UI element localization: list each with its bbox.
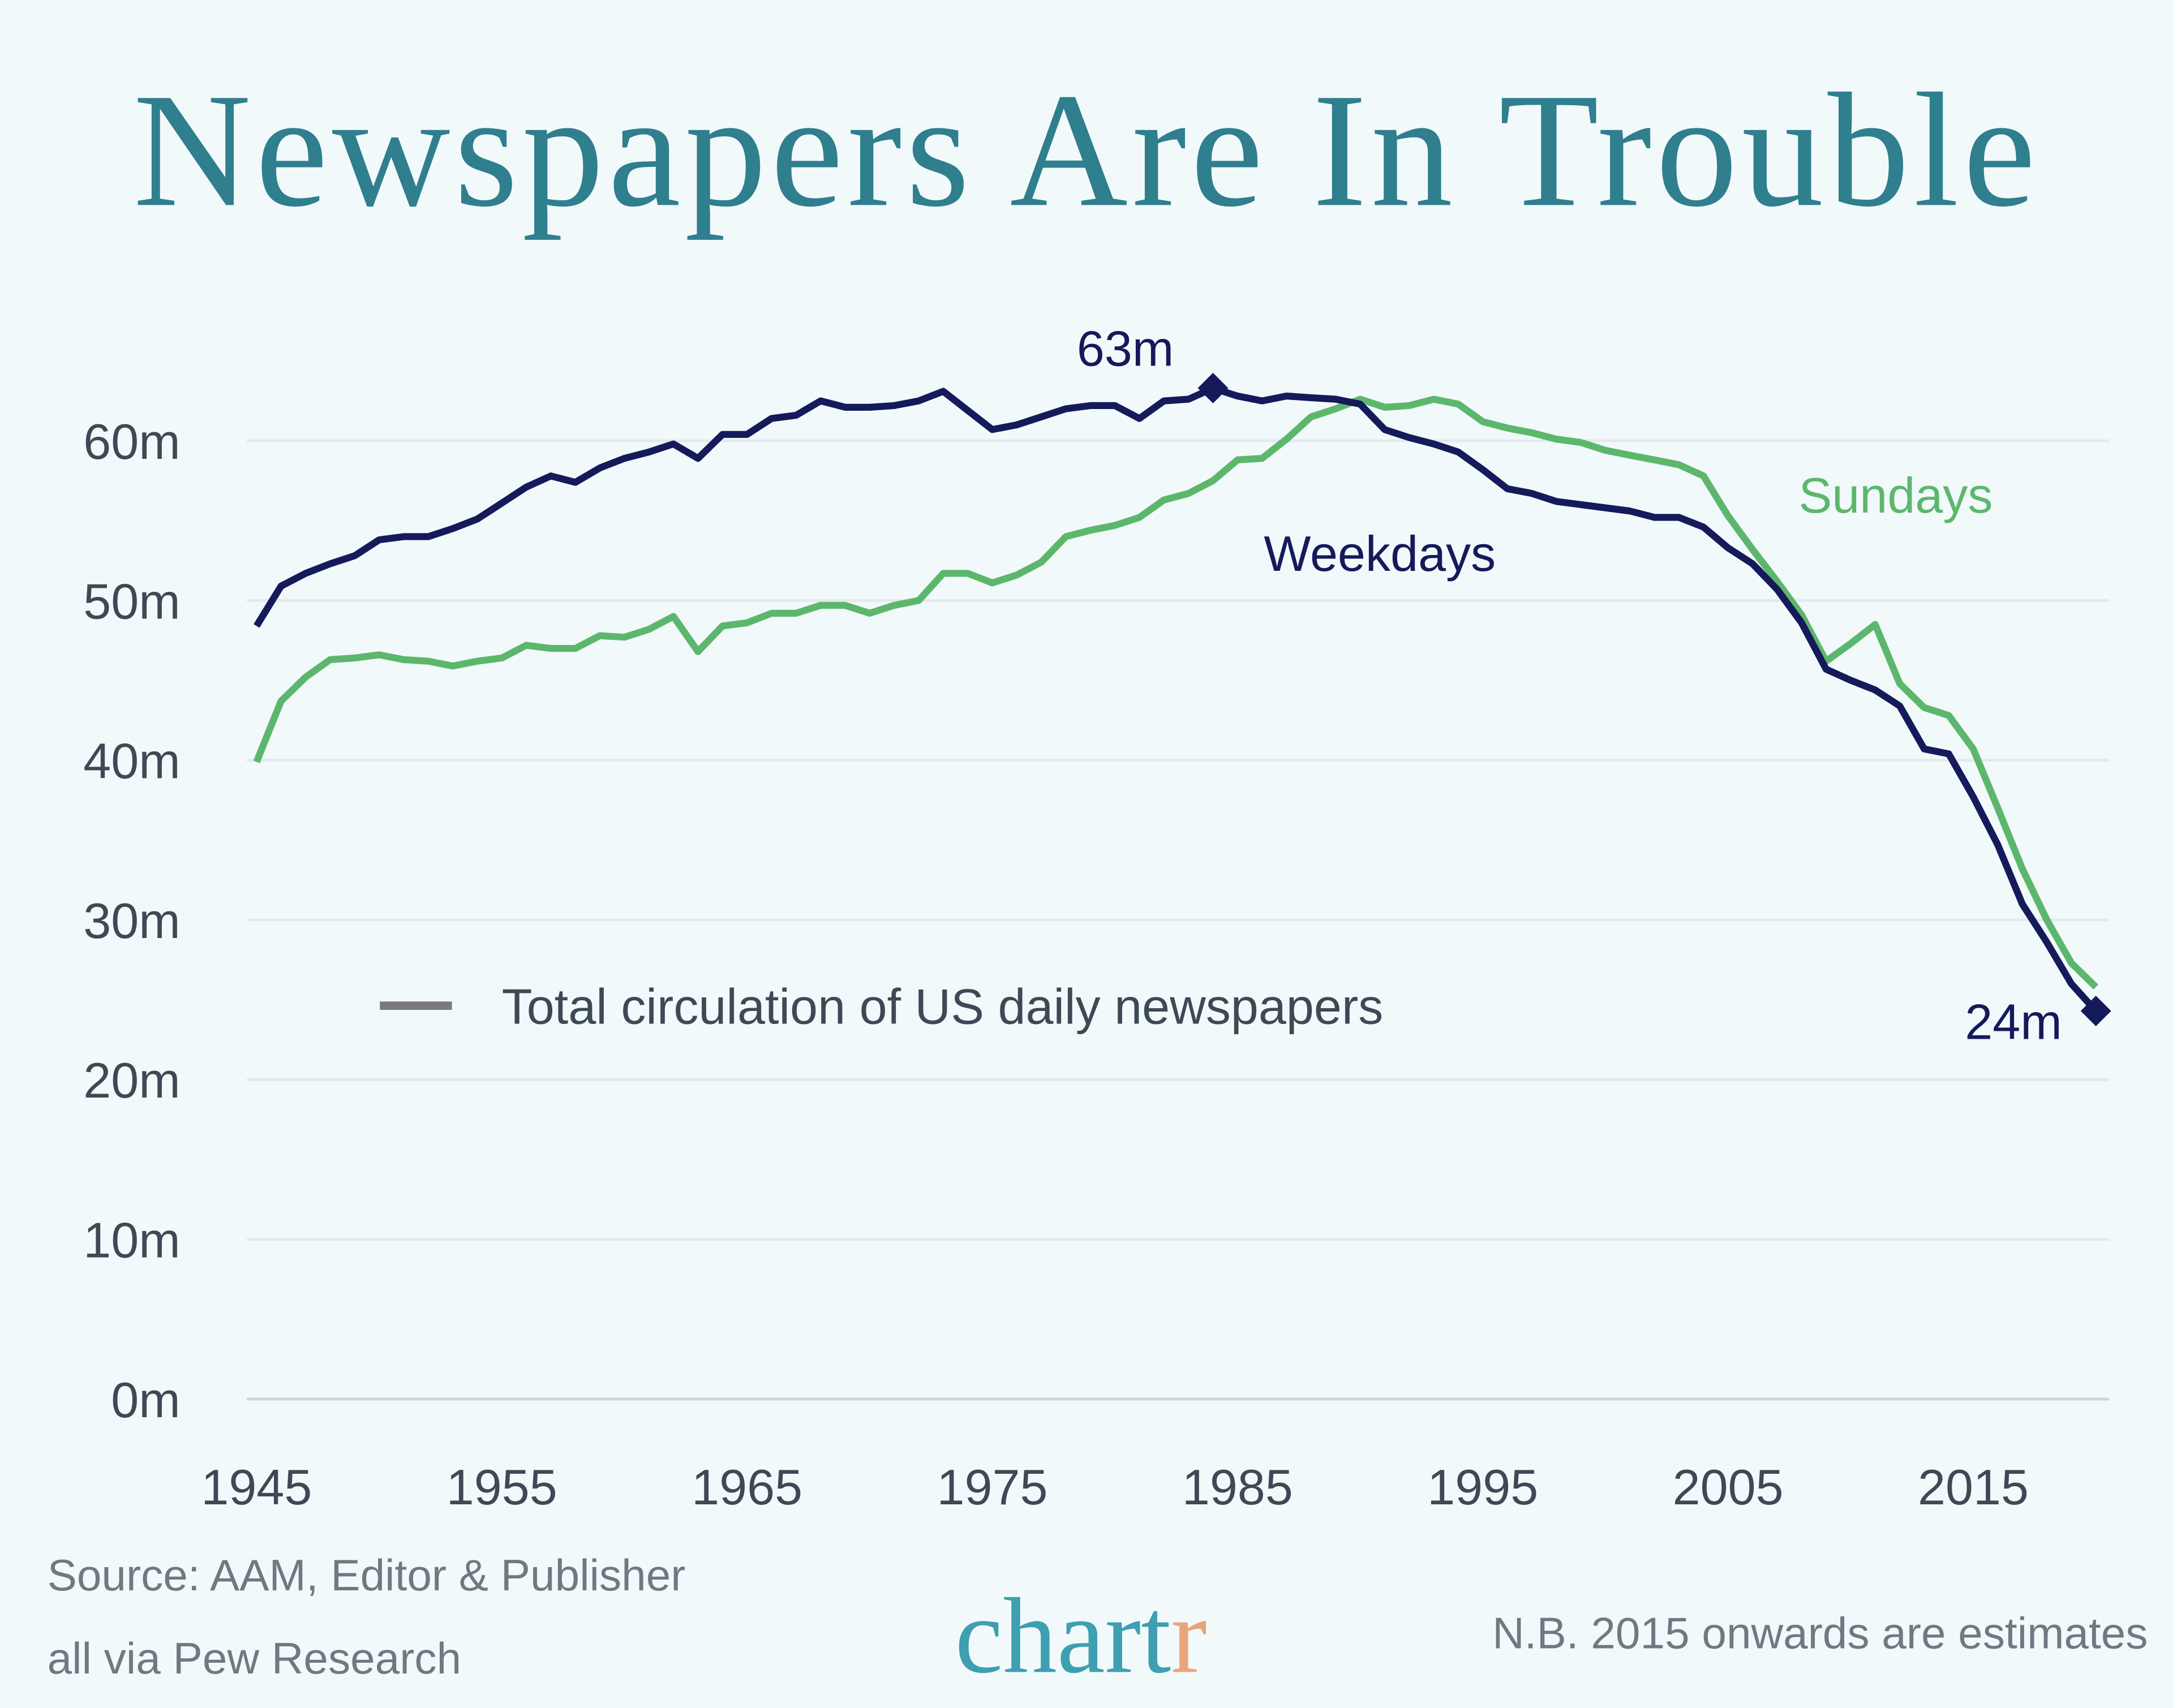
x-tick-labels: 1945 1955 1965 1975 1985 1995 2005 2015 <box>201 1459 2029 1515</box>
x-tick-label: 1945 <box>201 1459 312 1515</box>
chartr-logo: chartr <box>955 1576 1207 1696</box>
series-line-sundays <box>253 395 2099 989</box>
x-tick-label: 1955 <box>446 1459 557 1515</box>
annotation-latest: 24m <box>1965 993 2062 1049</box>
estimates-note: N.B. 2015 onwards are estimates <box>1492 1608 2148 1658</box>
legend-label: Total circulation of US daily newspapers <box>502 978 1384 1034</box>
diamond-marker <box>2080 996 2111 1026</box>
x-tick-label: 1995 <box>1427 1459 1538 1515</box>
series-line-weekdays <box>254 384 2099 1014</box>
y-tick-label: 50m <box>83 573 180 629</box>
y-tick-label: 20m <box>83 1052 180 1108</box>
legend: Total circulation of US daily newspapers <box>380 978 1383 1034</box>
x-tick-label: 2015 <box>1918 1459 2029 1515</box>
x-tick-label: 2005 <box>1673 1459 1784 1515</box>
annotation-markers <box>1197 373 2111 1026</box>
series-label-sundays: Sundays <box>1799 467 1993 523</box>
source-line-2: all via Pew Research <box>48 1633 462 1683</box>
y-tick-labels: 0m 10m 20m 30m 40m 50m 60m <box>83 414 180 1428</box>
x-tick-label: 1965 <box>692 1459 802 1515</box>
chart-title: Newspapers Are In Trouble <box>133 60 2039 240</box>
series-label-weekdays: Weekdays <box>1264 526 1496 582</box>
y-tick-label: 60m <box>83 414 180 470</box>
source-line-1: Source: AAM, Editor & Publisher <box>48 1550 686 1600</box>
series-lines <box>253 384 2099 1014</box>
x-tick-label: 1975 <box>937 1459 1047 1515</box>
x-tick-label: 1985 <box>1182 1459 1293 1515</box>
y-tick-label: 40m <box>83 733 180 789</box>
diamond-marker <box>1197 373 1229 403</box>
y-tick-label: 30m <box>83 893 180 949</box>
gridlines <box>247 439 2109 1401</box>
y-tick-label: 10m <box>83 1212 180 1268</box>
y-tick-label: 0m <box>111 1372 180 1428</box>
annotation-peak: 63m <box>1077 320 1174 376</box>
